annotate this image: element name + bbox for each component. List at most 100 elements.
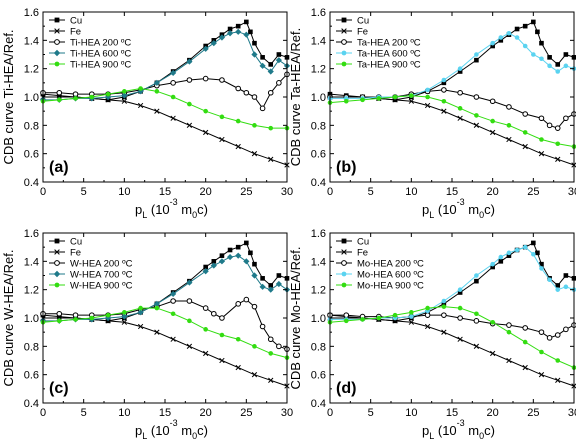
- data-point: [105, 312, 111, 318]
- data-point: [490, 40, 495, 46]
- data-point: [186, 343, 193, 349]
- legend-label: Cu: [357, 16, 369, 27]
- x-axis-label-part: (10: [434, 202, 456, 217]
- data-point: [226, 253, 234, 261]
- legend-marker: [341, 50, 347, 56]
- data-point: [457, 115, 463, 121]
- x-tick-label: 25: [527, 407, 539, 419]
- data-point: [251, 94, 258, 100]
- panel-label: (a): [49, 159, 69, 176]
- data-point: [121, 319, 127, 325]
- data-point: [170, 94, 176, 100]
- data-point: [211, 259, 217, 264]
- data-point: [547, 277, 552, 283]
- data-point: [170, 80, 176, 86]
- data-point: [251, 303, 258, 310]
- data-point: [267, 68, 274, 75]
- data-point: [218, 34, 226, 41]
- y-axis-label: CDB curve Ta-HEA/Ref.: [288, 28, 303, 166]
- legend-marker: [341, 61, 347, 67]
- data-point: [490, 129, 496, 136]
- x-axis-label: pL (10-3 m0c): [422, 197, 495, 220]
- data-point: [457, 106, 463, 111]
- x-tick-label: 5: [81, 186, 87, 198]
- data-point: [547, 55, 552, 60]
- legend-marker: [341, 17, 347, 23]
- data-point: [227, 247, 233, 253]
- data-point: [563, 284, 569, 290]
- data-point: [268, 283, 274, 288]
- data-point: [154, 108, 160, 114]
- data-point: [522, 130, 528, 135]
- data-point: [360, 317, 365, 322]
- data-point: [170, 336, 176, 342]
- series-line: [330, 317, 575, 387]
- x-tick-label: 15: [446, 186, 458, 198]
- data-point: [441, 98, 447, 104]
- data-point: [343, 318, 349, 324]
- y-axis-label: CDB curve W-HEA/Ref.: [1, 249, 16, 386]
- data-point: [360, 97, 365, 103]
- data-point: [409, 310, 414, 315]
- legend-label: W-HEA 700 ºC: [70, 270, 133, 281]
- data-point: [219, 315, 225, 321]
- y-tick-label: 1.4: [311, 256, 326, 268]
- data-point: [392, 94, 398, 100]
- data-point: [546, 335, 553, 341]
- y-tick-label: 1.0: [24, 313, 39, 325]
- legend-marker: [54, 282, 60, 288]
- data-point: [259, 323, 266, 330]
- data-point: [563, 63, 569, 69]
- data-point: [259, 105, 266, 112]
- legend-label: Ti-HEA 600 ºC: [70, 49, 131, 60]
- data-point: [424, 102, 431, 109]
- x-tick-label: 20: [487, 407, 499, 419]
- legend-marker: [341, 271, 347, 277]
- data-point: [219, 114, 225, 120]
- data-point: [539, 266, 544, 271]
- series-1: [40, 315, 290, 389]
- data-point: [235, 118, 241, 124]
- data-point: [243, 31, 250, 38]
- x-axis-label-part: -3: [170, 197, 178, 207]
- data-point: [219, 357, 225, 364]
- data-point: [563, 52, 569, 57]
- x-axis-label-part: L: [142, 431, 147, 441]
- data-point: [56, 318, 62, 324]
- legend-marker: [54, 39, 60, 45]
- x-axis-label-part: L: [142, 210, 147, 220]
- data-point: [554, 332, 561, 338]
- data-point: [538, 372, 545, 378]
- y-axis-label: CDB curve Ti-HEA/Ref.: [1, 29, 16, 164]
- legend-marker: [54, 249, 60, 255]
- x-axis-label-part: (10: [434, 423, 456, 438]
- data-point: [409, 314, 414, 319]
- data-point: [441, 301, 447, 307]
- data-point: [441, 77, 447, 83]
- legend-label: Fe: [357, 27, 368, 38]
- panel-c: 0 5 10 15 20 25 30 0.4 0.6 0.8 1.0 1.2 1.4 1.6 CDB cur…: [1, 228, 293, 441]
- legend-marker: [54, 61, 60, 67]
- data-point: [506, 357, 512, 364]
- data-point: [137, 323, 144, 330]
- x-axis-label-part: 0: [479, 210, 484, 220]
- data-point: [490, 319, 495, 325]
- data-point: [531, 240, 536, 246]
- panel-label: (c): [49, 380, 69, 397]
- y-tick-label: 1.0: [311, 92, 326, 104]
- data-point: [219, 77, 225, 83]
- series-4: [40, 86, 290, 131]
- data-point: [506, 322, 512, 328]
- legend-marker: [53, 270, 61, 278]
- data-point: [457, 315, 463, 321]
- data-point: [473, 318, 480, 324]
- y-tick-label: 0.8: [311, 120, 326, 132]
- data-point: [539, 56, 544, 62]
- data-point: [260, 55, 265, 60]
- data-point: [244, 19, 249, 25]
- y-tick-label: 0.6: [311, 149, 326, 161]
- data-point: [235, 301, 241, 307]
